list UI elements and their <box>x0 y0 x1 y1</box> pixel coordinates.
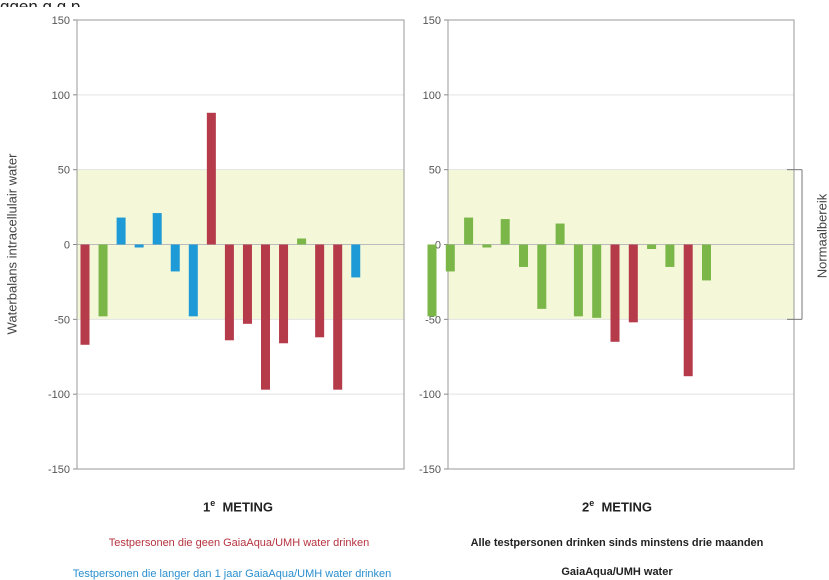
chart-1: 150 100 50 0 -50 -100 -150 <box>48 15 404 476</box>
bar-blue <box>135 245 144 248</box>
bar-green <box>574 245 583 317</box>
bar-green <box>537 245 546 309</box>
bar-green <box>297 239 306 245</box>
y-tick-label: -50 <box>54 314 70 326</box>
bar-green <box>464 218 473 245</box>
bar-green <box>556 224 565 245</box>
bar-red <box>261 245 270 390</box>
bar-green <box>99 245 108 317</box>
y-tick-label: 50 <box>58 165 70 177</box>
bar-green <box>519 245 528 267</box>
bar-blue <box>153 213 162 244</box>
y-tick-label: -100 <box>48 389 70 401</box>
bar-red <box>333 245 342 390</box>
caption-right-line2: GaiaAqua/UMH water <box>561 566 672 578</box>
bar-red <box>629 245 638 323</box>
y-tick-label: 150 <box>423 15 441 27</box>
bar-red <box>81 245 90 345</box>
chart-1-title: 1e METING <box>203 498 273 514</box>
bar-green <box>482 245 491 248</box>
y-tick-label: -100 <box>419 389 441 401</box>
y-tick-label: 100 <box>52 90 70 102</box>
bar-green <box>592 245 601 318</box>
bar-green <box>702 245 711 281</box>
bar-red <box>611 245 620 342</box>
bar-green <box>665 245 674 267</box>
y-tick-label: 50 <box>429 165 441 177</box>
bar-red <box>207 113 216 245</box>
y-tick-label: 0 <box>64 240 70 252</box>
bar-blue <box>351 245 360 278</box>
bar-green <box>428 245 437 317</box>
bar-blue <box>117 218 126 245</box>
bar-green <box>446 245 455 272</box>
chart-2-title: 2e METING <box>582 498 652 514</box>
bar-red <box>225 245 234 341</box>
bar-red <box>279 245 288 344</box>
bar-blue <box>189 245 198 317</box>
y-tick-label: 100 <box>423 90 441 102</box>
bar-blue <box>171 245 180 272</box>
y-tick-label: -150 <box>419 464 441 476</box>
bar-green <box>647 245 656 249</box>
y-tick-label: 150 <box>52 15 70 27</box>
bar-red <box>684 245 693 377</box>
y-tick-label: -150 <box>48 464 70 476</box>
caption-blue-group: Testpersonen die langer dan 1 jaar GaiaA… <box>73 568 392 580</box>
bar-green <box>501 219 510 244</box>
caption-right-line1: Alle testpersonen drinken sinds minstens… <box>471 537 764 549</box>
bar-red <box>243 245 252 324</box>
caption-red-group: Testpersonen die geen GaiaAqua/UMH water… <box>109 537 369 549</box>
bar-red <box>315 245 324 338</box>
